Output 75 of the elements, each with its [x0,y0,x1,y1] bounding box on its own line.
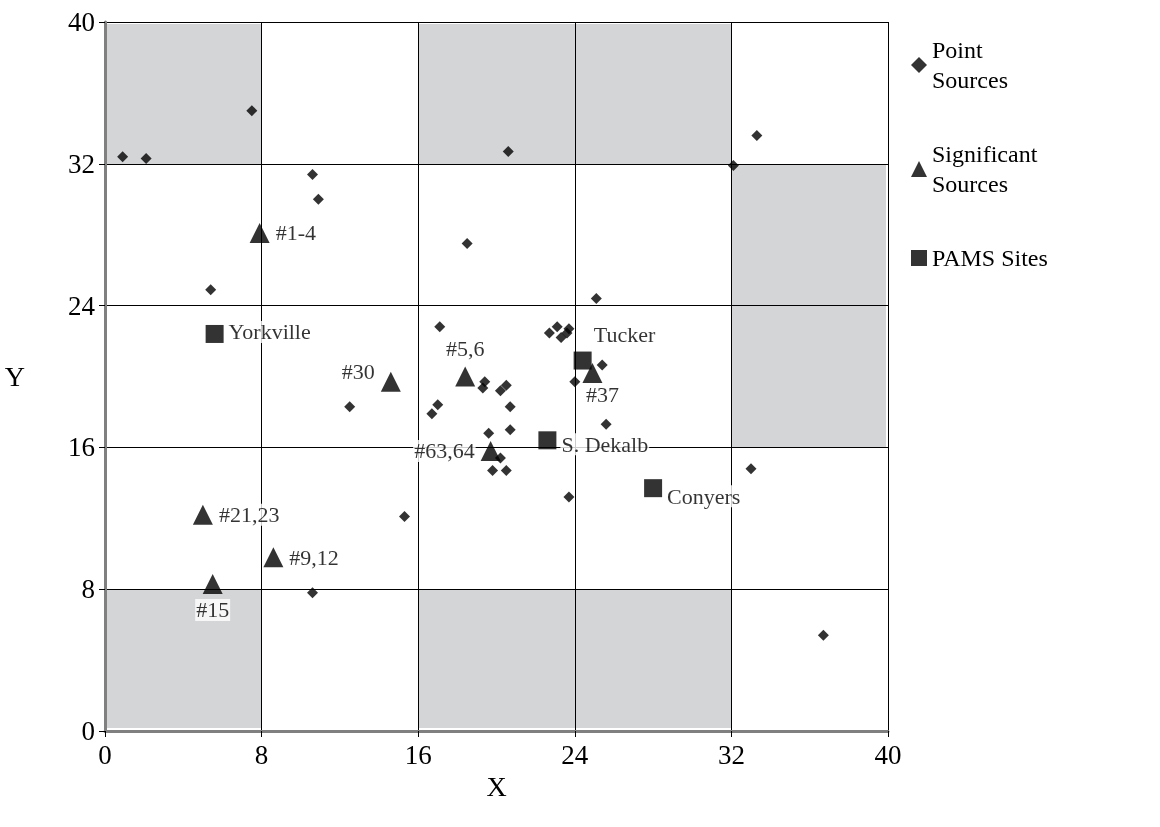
annotation: Yorkville [228,319,311,345]
point [751,129,763,141]
point [461,238,473,250]
point [249,222,270,243]
annotation: #30 [341,359,375,385]
x-tick-label: 8 [254,739,269,770]
point [426,408,438,420]
point [644,479,663,498]
y-tick-label: 40 [68,7,95,37]
point [500,379,512,391]
point [205,324,224,343]
y-axis-title: Y [4,361,25,392]
point [312,193,324,205]
y-tick-label: 0 [81,716,95,746]
point [582,362,603,383]
point [399,511,410,523]
y-tick-label: 8 [81,574,95,605]
annotation: #63,64 [414,438,475,464]
x-tick-label: 16 [404,739,432,770]
point [590,293,602,305]
point [192,504,213,525]
point [306,168,318,180]
point [555,332,567,344]
point [543,327,555,339]
point [455,366,476,387]
point [480,440,501,461]
point [380,371,401,392]
point [817,629,829,641]
annotation: #9,12 [289,544,339,570]
annotation: S. Dekalb [561,431,649,457]
point [504,401,516,413]
legend-label: PAMS Sites [932,245,1048,271]
point [504,424,516,436]
y-tick-label: 24 [68,290,96,321]
annotation: #15 [196,597,230,623]
point [745,463,757,475]
point [596,359,608,371]
legend-label: Point Sources [932,37,1008,93]
annotation: #1-4 [275,220,316,246]
point [600,418,612,430]
annotation: Conyers [667,483,741,509]
point [117,151,129,163]
x-tick-label: 24 [561,739,589,770]
point [477,382,489,394]
point [306,587,318,599]
x-tick-label: 40 [874,739,902,770]
point [202,573,223,594]
point [483,427,495,439]
point [538,431,557,450]
y-tick-label: 32 [68,148,95,179]
y-tick-label: 16 [68,432,95,463]
point [573,351,592,370]
point [569,376,581,388]
point [563,323,575,335]
x-axis-title: X [486,771,507,803]
point [140,152,152,164]
point [205,284,217,296]
point [551,321,563,333]
point [563,491,575,503]
point [432,399,444,411]
point [494,385,506,397]
point [344,401,356,413]
annotation: #21,23 [218,502,280,528]
point [502,145,514,157]
point [500,464,512,476]
annotation: Tucker [593,322,657,348]
annotation: #37 [585,382,619,408]
x-tick-label: 32 [717,739,745,770]
point [246,105,258,117]
point [487,464,499,476]
point [263,547,284,568]
point [727,160,739,172]
point [434,321,446,333]
annotation: #5,6 [445,336,485,361]
legend-label: Significant Sources [932,141,1044,197]
